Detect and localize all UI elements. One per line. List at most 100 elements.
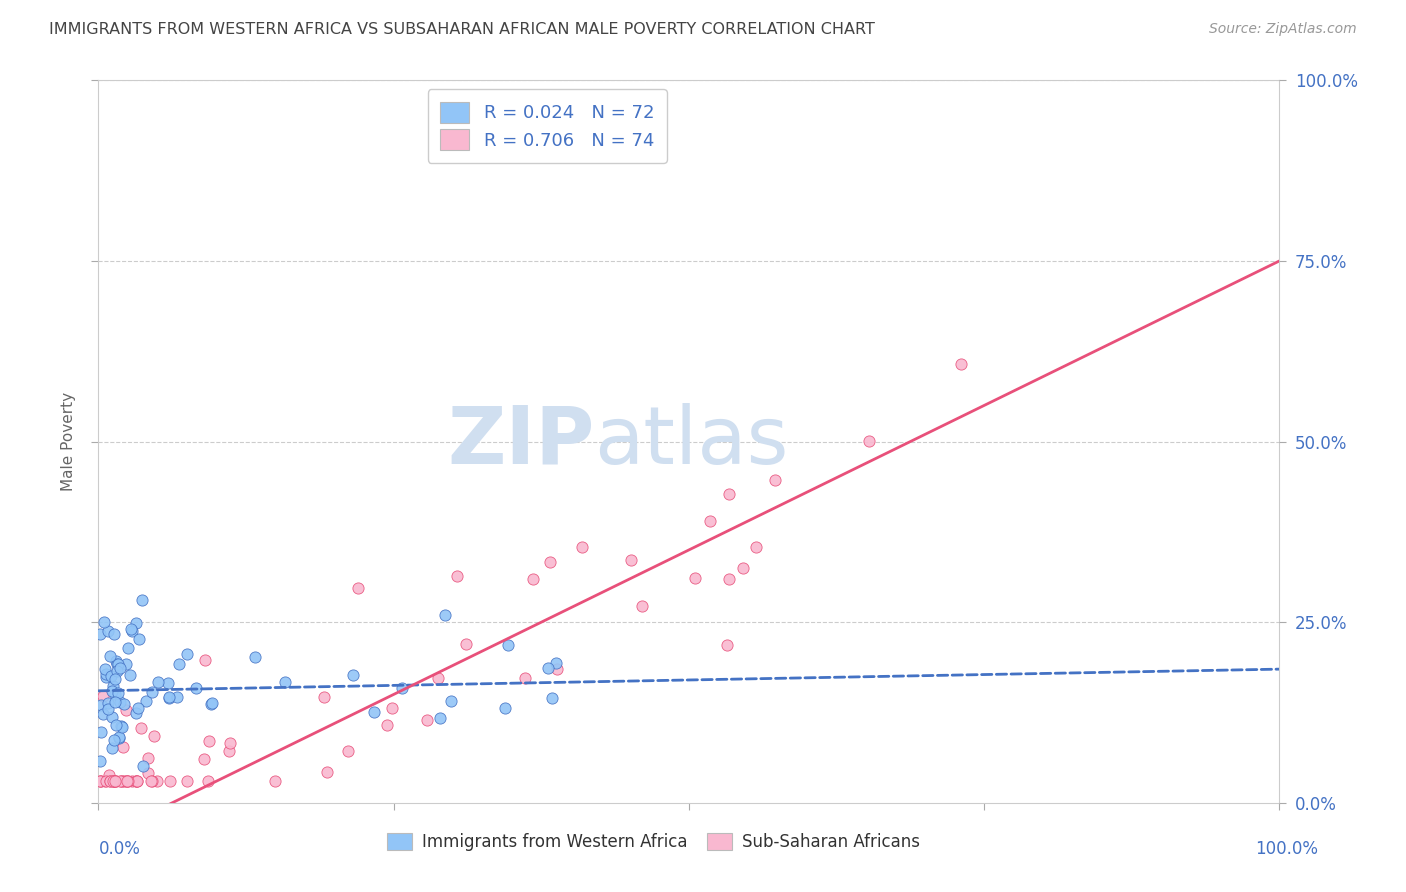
Point bbox=[110, 719, 132, 733]
Point bbox=[93, 615, 115, 630]
Point bbox=[125, 774, 148, 789]
Point bbox=[91, 690, 114, 704]
Point bbox=[263, 774, 285, 789]
Y-axis label: Male Poverty: Male Poverty bbox=[60, 392, 76, 491]
Point bbox=[94, 671, 117, 685]
Point bbox=[98, 649, 121, 664]
Point bbox=[117, 774, 139, 789]
Point bbox=[522, 572, 544, 586]
Point bbox=[136, 765, 159, 780]
Point bbox=[312, 690, 335, 704]
Point bbox=[546, 656, 568, 670]
Point bbox=[128, 632, 150, 646]
Point bbox=[104, 774, 127, 789]
Text: Source: ZipAtlas.com: Source: ZipAtlas.com bbox=[1209, 22, 1357, 37]
Point bbox=[89, 774, 111, 789]
Point bbox=[718, 487, 741, 501]
Point bbox=[138, 750, 160, 764]
Point bbox=[117, 641, 139, 656]
Point bbox=[107, 686, 129, 700]
Point bbox=[103, 774, 125, 789]
Point bbox=[101, 774, 124, 789]
Point bbox=[546, 662, 568, 676]
Point bbox=[103, 732, 125, 747]
Point bbox=[184, 681, 207, 695]
Point bbox=[101, 710, 124, 724]
Point bbox=[745, 540, 768, 554]
Point bbox=[141, 685, 163, 699]
Point bbox=[429, 711, 451, 725]
Point bbox=[110, 695, 132, 709]
Point bbox=[132, 758, 155, 772]
Point bbox=[104, 695, 127, 709]
Point bbox=[101, 684, 124, 698]
Point bbox=[858, 434, 880, 449]
Point bbox=[114, 657, 136, 672]
Point bbox=[121, 774, 143, 789]
Point bbox=[157, 690, 180, 705]
Point bbox=[197, 734, 219, 748]
Point bbox=[108, 731, 131, 745]
Point bbox=[716, 638, 738, 652]
Point bbox=[537, 661, 560, 675]
Point bbox=[631, 599, 654, 614]
Point bbox=[105, 657, 128, 671]
Point bbox=[699, 514, 721, 528]
Point bbox=[145, 774, 167, 789]
Point bbox=[218, 736, 240, 750]
Point bbox=[94, 667, 117, 681]
Point bbox=[89, 626, 111, 640]
Point bbox=[146, 675, 169, 690]
Point bbox=[97, 624, 120, 638]
Point bbox=[104, 688, 127, 702]
Point bbox=[104, 774, 127, 789]
Point bbox=[139, 774, 162, 789]
Point bbox=[104, 672, 127, 686]
Point bbox=[115, 774, 138, 789]
Point bbox=[200, 697, 222, 711]
Point bbox=[117, 773, 139, 788]
Point bbox=[316, 764, 339, 779]
Point bbox=[94, 774, 117, 789]
Point bbox=[110, 661, 132, 675]
Legend: Immigrants from Western Africa, Sub-Saharan Africans: Immigrants from Western Africa, Sub-Saha… bbox=[378, 825, 928, 860]
Point bbox=[110, 774, 132, 789]
Point bbox=[112, 739, 135, 754]
Point bbox=[101, 679, 124, 693]
Point bbox=[125, 706, 148, 720]
Point bbox=[381, 700, 404, 714]
Point bbox=[427, 671, 450, 685]
Point bbox=[105, 654, 128, 668]
Point bbox=[105, 664, 128, 678]
Point bbox=[103, 774, 125, 789]
Point bbox=[121, 624, 143, 638]
Point bbox=[717, 573, 740, 587]
Point bbox=[515, 671, 537, 685]
Text: atlas: atlas bbox=[595, 402, 789, 481]
Point bbox=[91, 707, 114, 722]
Point bbox=[571, 540, 593, 554]
Point bbox=[274, 675, 297, 690]
Point bbox=[100, 774, 122, 789]
Point bbox=[120, 623, 142, 637]
Point bbox=[97, 696, 120, 710]
Point bbox=[90, 698, 112, 713]
Point bbox=[197, 774, 219, 789]
Point bbox=[541, 691, 564, 706]
Point bbox=[456, 637, 478, 651]
Point bbox=[118, 667, 141, 681]
Point bbox=[169, 657, 191, 671]
Point bbox=[337, 743, 360, 757]
Point bbox=[157, 690, 180, 705]
Text: IMMIGRANTS FROM WESTERN AFRICA VS SUBSAHARAN AFRICAN MALE POVERTY CORRELATION CH: IMMIGRANTS FROM WESTERN AFRICA VS SUBSAH… bbox=[49, 22, 875, 37]
Point bbox=[108, 731, 131, 745]
Point bbox=[112, 774, 135, 789]
Point bbox=[125, 774, 148, 789]
Point bbox=[176, 774, 198, 789]
Point bbox=[131, 593, 153, 607]
Point bbox=[115, 703, 138, 717]
Point bbox=[98, 774, 121, 789]
Point bbox=[129, 721, 152, 735]
Point bbox=[103, 774, 125, 789]
Point bbox=[89, 755, 111, 769]
